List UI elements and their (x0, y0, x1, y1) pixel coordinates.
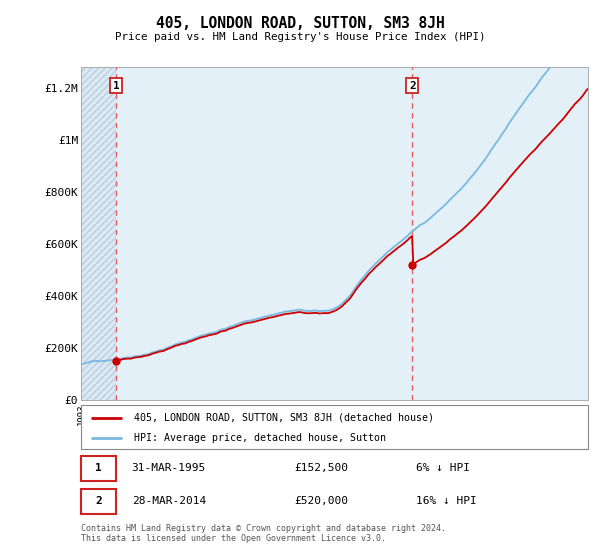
Text: £520,000: £520,000 (294, 497, 348, 506)
Text: Price paid vs. HM Land Registry's House Price Index (HPI): Price paid vs. HM Land Registry's House … (115, 32, 485, 43)
Text: 16% ↓ HPI: 16% ↓ HPI (416, 497, 476, 506)
Text: HPI: Average price, detached house, Sutton: HPI: Average price, detached house, Sutt… (134, 433, 386, 443)
Bar (81, 489, 116, 514)
Text: 2: 2 (409, 81, 416, 91)
Text: 405, LONDON ROAD, SUTTON, SM3 8JH: 405, LONDON ROAD, SUTTON, SM3 8JH (155, 16, 445, 31)
Text: 2: 2 (95, 497, 102, 506)
Bar (81, 456, 116, 481)
Bar (81, 67, 116, 400)
Text: Contains HM Land Registry data © Crown copyright and database right 2024.
This d: Contains HM Land Registry data © Crown c… (81, 524, 446, 543)
Text: 1: 1 (113, 81, 119, 91)
Text: 6% ↓ HPI: 6% ↓ HPI (416, 464, 470, 473)
Text: 405, LONDON ROAD, SUTTON, SM3 8JH (detached house): 405, LONDON ROAD, SUTTON, SM3 8JH (detac… (134, 413, 434, 423)
Text: 31-MAR-1995: 31-MAR-1995 (132, 464, 206, 473)
Text: 1: 1 (95, 464, 102, 473)
Text: 28-MAR-2014: 28-MAR-2014 (132, 497, 206, 506)
Text: £152,500: £152,500 (294, 464, 348, 473)
